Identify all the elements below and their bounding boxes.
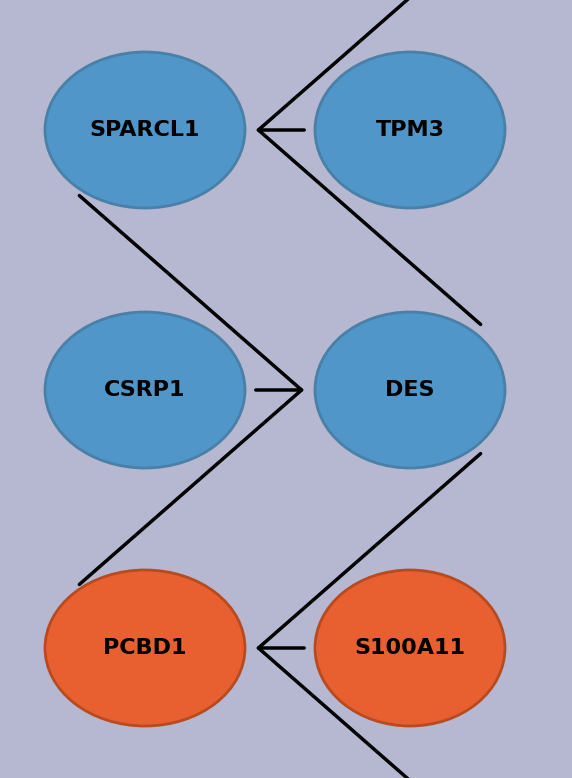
Text: CSRP1: CSRP1 [104,380,186,400]
Text: S100A11: S100A11 [355,638,466,658]
Ellipse shape [45,312,245,468]
Text: DES: DES [386,380,435,400]
Text: SPARCL1: SPARCL1 [90,120,200,140]
Ellipse shape [315,52,505,208]
Text: TPM3: TPM3 [375,120,444,140]
Text: PCBD1: PCBD1 [104,638,186,658]
Ellipse shape [45,52,245,208]
Ellipse shape [315,570,505,726]
Ellipse shape [45,570,245,726]
Ellipse shape [315,312,505,468]
